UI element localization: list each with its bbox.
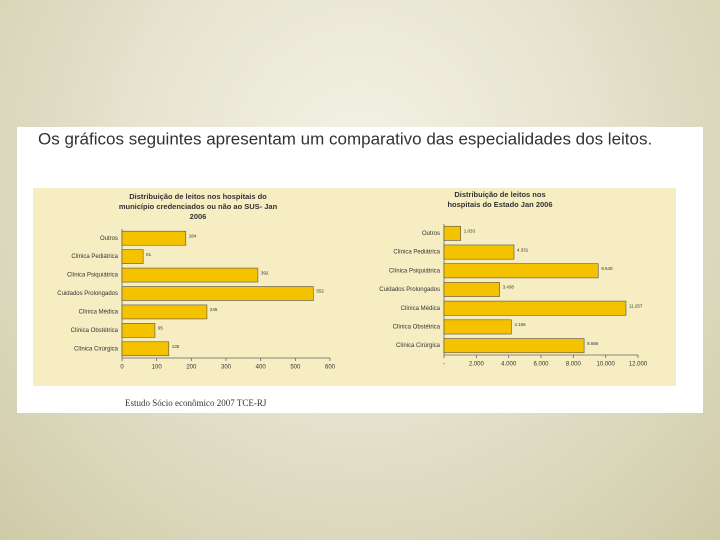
category-label: Clínica Médica: [401, 306, 441, 312]
bar: [443, 244, 515, 260]
x-tick-label: 8.000: [566, 362, 582, 368]
data-label: 392: [261, 270, 269, 275]
chart-title: Distribuição de leitos nos hospitais do E…: [447, 190, 552, 209]
category-label: Clínica Psiquiátrica: [67, 273, 119, 279]
data-label: 245: [210, 307, 218, 312]
category-label: Cuidados Prolongados: [379, 287, 440, 293]
category-label: Clínica Médica: [79, 310, 119, 316]
source: Estudo Sócio econômico 2007 TCE-RJ: [125, 398, 267, 408]
data-label: 184: [189, 233, 197, 238]
data-label: 61: [146, 252, 152, 257]
data-label: 8.666: [587, 341, 599, 346]
data-label: 552: [316, 289, 324, 294]
data-label: 95: [158, 326, 164, 331]
bar: [121, 249, 144, 264]
bar: [121, 341, 170, 357]
x-tick-label: 600: [325, 365, 336, 371]
chart-title: Distribuição de leitos nos hospitais do m…: [119, 192, 278, 221]
category-label: Outros: [100, 236, 118, 242]
x-tick-label: 6.000: [533, 362, 549, 368]
bar: [443, 225, 462, 241]
x-tick-label: 10.000: [596, 362, 615, 368]
x-tick-label: 0: [120, 365, 124, 371]
category-label: Cuidados Prolongados: [57, 291, 118, 297]
heading: Os gráficos seguintes apresentam um comp…: [38, 129, 652, 148]
category-label: Clínica Pediátrica: [393, 250, 440, 256]
bar: [443, 338, 585, 354]
x-tick-label: -: [443, 362, 445, 368]
bar: [121, 230, 187, 246]
x-tick-label: 300: [221, 365, 232, 371]
category-label: Clínica Obstétrica: [71, 328, 119, 334]
category-label: Clínica Obstétrica: [393, 325, 441, 331]
category-label: Clínica Pediátrica: [71, 254, 118, 260]
x-tick-label: 500: [290, 365, 301, 371]
x-tick-label: 200: [186, 365, 197, 371]
bar: [121, 267, 259, 283]
category-label: Outros: [422, 231, 440, 237]
bar: [443, 282, 500, 297]
data-label: 9.540: [601, 266, 613, 271]
bar: [443, 263, 599, 279]
bar: [443, 319, 512, 335]
x-tick-label: 2.000: [469, 362, 485, 368]
x-tick-label: 12.000: [629, 362, 648, 368]
bar: [121, 304, 208, 320]
bar: [121, 323, 156, 338]
bar: [443, 300, 627, 316]
category-label: Clínica Psiquiátrica: [389, 268, 441, 274]
data-label: 4.331: [517, 247, 529, 252]
x-tick-label: 400: [256, 365, 267, 371]
data-label: 135: [172, 344, 180, 349]
category-label: Clínica Cirúrgica: [396, 343, 441, 349]
bar: [121, 286, 314, 301]
data-label: 4.166: [514, 322, 526, 327]
x-tick-label: 4.000: [501, 362, 517, 368]
data-label: 11.257: [629, 303, 643, 308]
category-label: Clínica Cirúrgica: [74, 346, 119, 352]
data-label: 3.438: [503, 285, 515, 290]
x-tick-label: 100: [152, 365, 163, 371]
data-label: 1.033: [464, 229, 476, 234]
